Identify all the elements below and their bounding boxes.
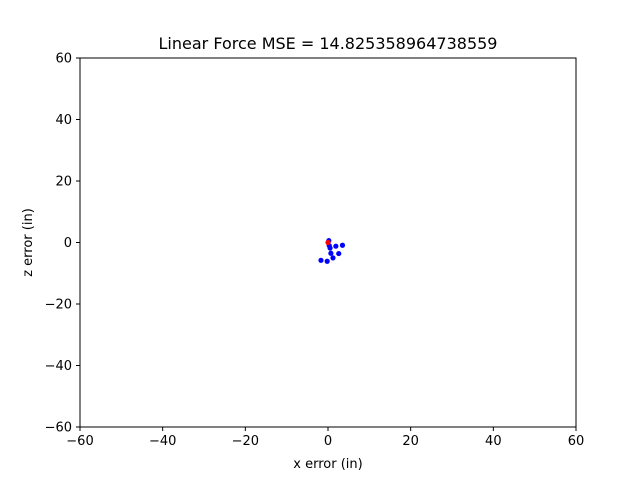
- data-point: [333, 243, 339, 249]
- x-tick-label: 20: [402, 434, 419, 449]
- y-tick-label: 40: [55, 113, 72, 128]
- y-axis-ticks: −60 −40 −20 0 20 40 60: [45, 52, 80, 436]
- x-tick-label: 60: [568, 434, 585, 449]
- data-point: [328, 250, 334, 256]
- x-axis-label: x error (in): [293, 457, 362, 472]
- plot-points: [318, 238, 346, 264]
- y-tick-label: −60: [45, 421, 72, 436]
- x-axis-ticks: −60 −40 −20 0 20 40 60: [66, 427, 584, 449]
- data-point: [336, 250, 342, 257]
- y-tick-label: 60: [55, 52, 72, 67]
- y-tick-label: −20: [45, 298, 72, 313]
- data-point: [339, 242, 346, 248]
- x-tick-label: 0: [324, 434, 332, 449]
- x-tick-label: −40: [149, 434, 176, 449]
- x-tick-label: −60: [66, 434, 93, 449]
- data-point: [318, 257, 324, 263]
- x-tick-label: −20: [232, 434, 259, 449]
- data-point: [324, 258, 330, 264]
- y-axis-label: z error (in): [21, 208, 36, 277]
- reference-point: [325, 239, 331, 246]
- x-tick-label: 40: [485, 434, 502, 449]
- data-point: [330, 255, 336, 261]
- y-tick-label: 20: [55, 175, 72, 190]
- y-tick-label: 0: [64, 236, 72, 251]
- chart-title: Linear Force MSE = 14.825358964738559: [159, 34, 498, 53]
- y-tick-label: −40: [45, 359, 72, 374]
- data-point: [327, 245, 333, 251]
